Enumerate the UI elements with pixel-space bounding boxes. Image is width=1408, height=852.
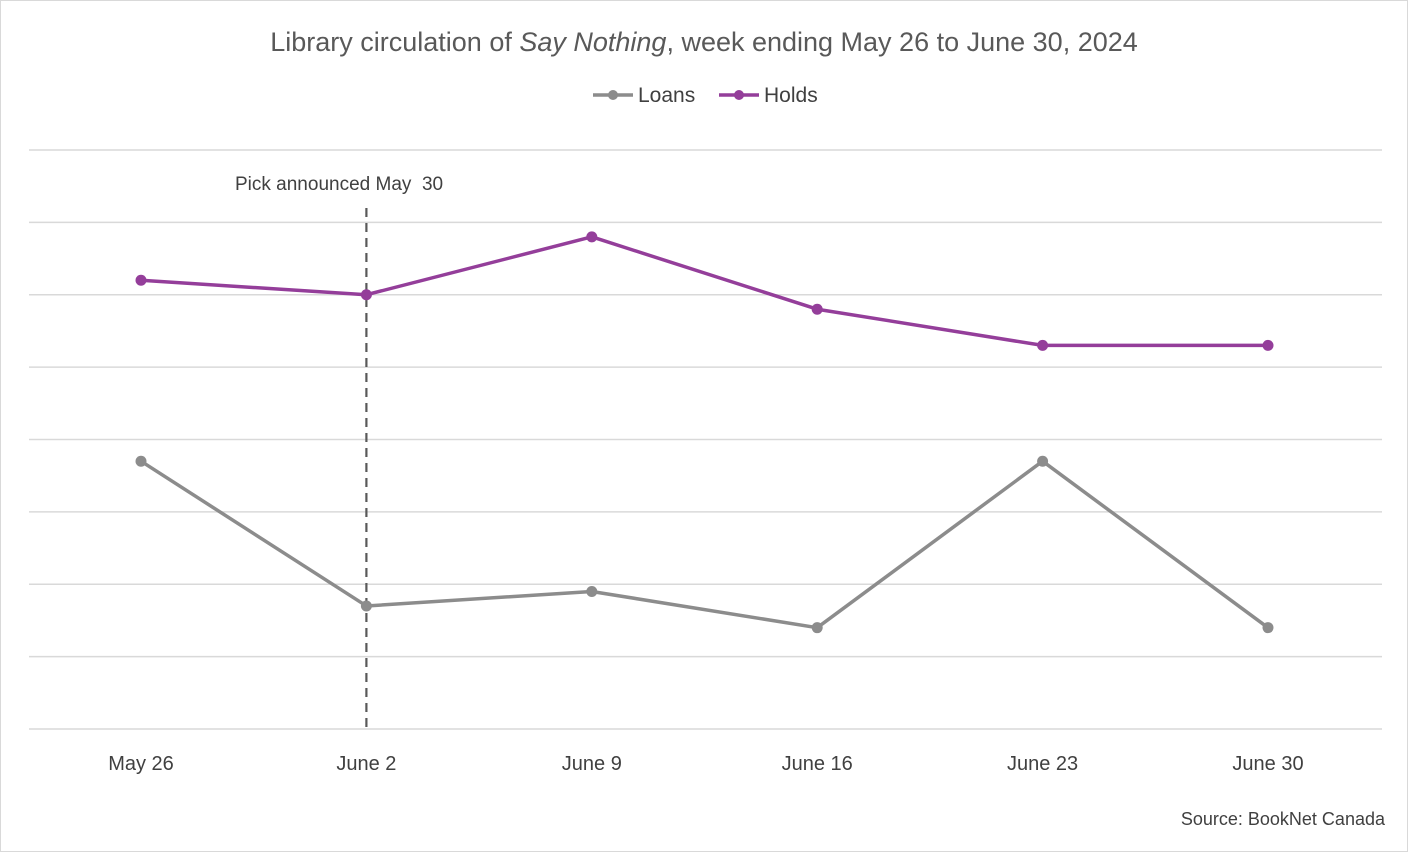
title-part-3: , week ending May 26 to June 30, 2024 bbox=[666, 27, 1137, 57]
point-holds-3 bbox=[811, 303, 823, 315]
legend: Loans Holds bbox=[593, 84, 818, 107]
legend-item-holds: Holds bbox=[719, 84, 818, 107]
title-part-1: Library circulation of bbox=[270, 27, 519, 57]
point-loans-1 bbox=[360, 600, 372, 612]
series-holds bbox=[135, 231, 1274, 351]
point-loans-5 bbox=[1262, 622, 1274, 634]
series-line-loans bbox=[140, 459, 1270, 630]
legend-label-loans: Loans bbox=[638, 84, 695, 107]
point-loans-3 bbox=[811, 622, 823, 634]
point-loans-0 bbox=[135, 455, 147, 467]
legend-marker-holds bbox=[734, 90, 744, 100]
point-holds-0 bbox=[135, 274, 147, 286]
annotation: Pick announced May 30 bbox=[235, 174, 443, 727]
x-tick-label-2: June 9 bbox=[562, 753, 622, 775]
point-loans-4 bbox=[1037, 455, 1049, 467]
chart-title: Library circulation of Say Nothing, week… bbox=[270, 27, 1138, 57]
series-loans bbox=[135, 455, 1274, 634]
x-tick-label-4: June 23 bbox=[1007, 753, 1078, 775]
source-note: Source: BookNet Canada bbox=[1181, 809, 1386, 829]
legend-item-loans: Loans bbox=[593, 84, 695, 107]
series-line-holds bbox=[140, 235, 1268, 348]
x-tick-label-5: June 30 bbox=[1232, 753, 1303, 775]
x-axis-ticks: May 26 June 2 June 9 June 16 June 23 June 30 bbox=[108, 753, 1303, 775]
x-tick-label-1: June 2 bbox=[336, 753, 396, 775]
title-part-italic: Say Nothing bbox=[519, 27, 666, 57]
point-holds-4 bbox=[1037, 339, 1049, 351]
legend-marker-loans bbox=[608, 90, 618, 100]
point-loans-2 bbox=[586, 585, 598, 597]
legend-label-holds: Holds bbox=[764, 84, 818, 107]
point-holds-2 bbox=[586, 231, 598, 243]
point-holds-5 bbox=[1262, 339, 1274, 351]
x-tick-label-3: June 16 bbox=[782, 753, 853, 775]
x-tick-label-0: May 26 bbox=[108, 753, 174, 775]
series bbox=[135, 231, 1274, 634]
gridlines bbox=[29, 149, 1382, 730]
annotation-label: Pick announced May 30 bbox=[235, 174, 443, 195]
point-holds-1 bbox=[360, 289, 372, 301]
